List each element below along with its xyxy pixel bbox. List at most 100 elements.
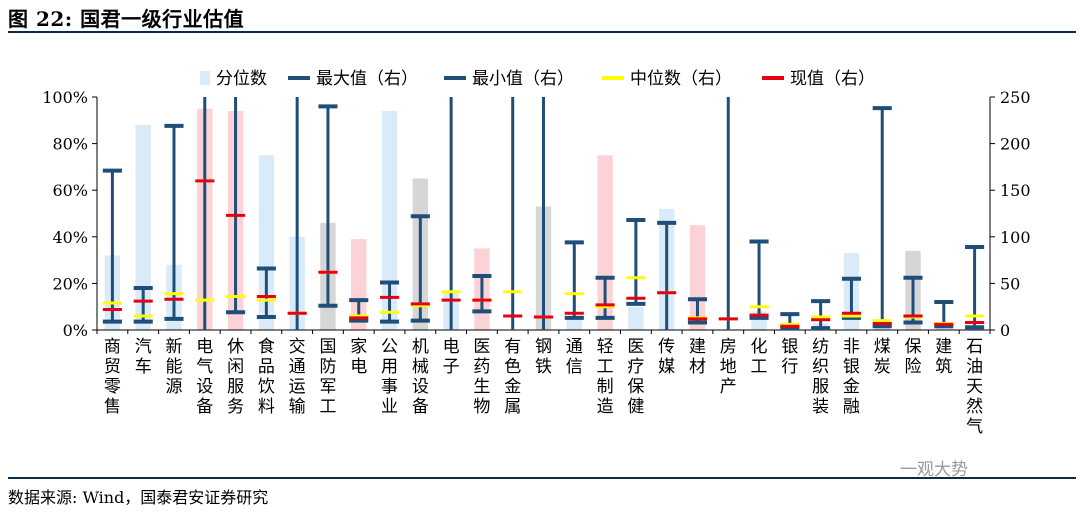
percentile-bar xyxy=(597,155,613,330)
category-label-char: 疗 xyxy=(627,357,644,377)
legend-item: 最大值（右） xyxy=(288,69,418,89)
percentile-bar xyxy=(628,306,644,330)
category-label-char: 石 xyxy=(966,337,983,357)
category-label-char: 工 xyxy=(319,397,336,417)
category-label: 汽车 xyxy=(135,337,152,377)
percentile-bar xyxy=(381,110,398,330)
category-label-char: 属 xyxy=(504,397,521,417)
category-label-char: 产 xyxy=(720,377,737,397)
category-label-char: 国 xyxy=(319,337,336,357)
category-labels: 商贸零售汽车新能源电气设备休闲服务食品饮料交通运输国防军工家电公用事业机械设备电… xyxy=(104,337,983,437)
category-label-char: 铁 xyxy=(535,357,552,377)
category-label-char: 非 xyxy=(843,337,860,357)
category-label-char: 保 xyxy=(905,337,922,357)
axes: 0% 20% 40% 60% 80% 100% 0 50 100 150 200 250 xyxy=(42,88,1030,340)
category-label: 煤炭 xyxy=(874,337,891,377)
legend-item: 现值（右） xyxy=(762,69,875,89)
category-label-char: 材 xyxy=(689,357,706,377)
category-label-char: 气 xyxy=(196,357,213,377)
category-label-char: 售 xyxy=(104,397,121,417)
category-label-char: 备 xyxy=(412,397,429,417)
category-label-char: 源 xyxy=(165,377,182,397)
category-label-char: 电 xyxy=(196,337,213,357)
category-label-char: 军 xyxy=(319,377,336,397)
category-label: 建筑 xyxy=(935,337,952,377)
category-label-char: 备 xyxy=(196,397,213,417)
category-label-char: 金 xyxy=(504,377,521,397)
category-label: 建材 xyxy=(689,337,706,377)
category-label-char: 医 xyxy=(473,337,490,357)
percentile-bar xyxy=(135,124,151,331)
category-label-char: 业 xyxy=(381,397,398,417)
percentile-bar xyxy=(351,239,367,330)
category-label-char: 医 xyxy=(627,337,644,357)
legend-label: 现值（右） xyxy=(790,69,875,89)
legend-item: 中位数（右） xyxy=(602,69,732,89)
category-label-char: 建 xyxy=(689,337,706,357)
category-label-char: 天 xyxy=(966,377,983,397)
category-label-char: 钢 xyxy=(535,337,552,357)
left-tick-label: 60% xyxy=(52,181,88,200)
category-label-char: 电 xyxy=(350,357,367,377)
category-label: 钢铁 xyxy=(535,337,552,377)
legend-label: 最小值（右） xyxy=(472,69,574,89)
category-label-char: 机 xyxy=(412,337,429,357)
category-label-char: 有 xyxy=(504,337,521,357)
category-label-char: 输 xyxy=(289,397,306,417)
category-label-char: 银 xyxy=(781,337,798,357)
category-label-char: 制 xyxy=(597,377,614,397)
category-label-char: 食 xyxy=(258,337,275,357)
legend-label: 分位数 xyxy=(216,69,267,89)
category-label: 家电 xyxy=(350,337,367,377)
percentile-bar xyxy=(689,225,706,330)
percentile-bar xyxy=(258,155,275,330)
category-label-char: 务 xyxy=(227,397,244,417)
legend-item: 最小值（右） xyxy=(444,69,574,89)
category-label-char: 工 xyxy=(751,357,768,377)
category-label: 银行 xyxy=(781,337,798,377)
category-label-char: 交 xyxy=(289,337,306,357)
category-label-char: 房 xyxy=(720,337,737,357)
category-label-char: 化 xyxy=(751,337,768,357)
left-tick-label: 100% xyxy=(42,88,88,107)
category-label: 保险 xyxy=(905,337,922,377)
category-label-char: 设 xyxy=(412,377,429,397)
bottom-rule xyxy=(8,477,1076,479)
left-tick-label: 40% xyxy=(52,228,88,247)
category-label-char: 运 xyxy=(289,377,306,397)
right-tick-label: 0 xyxy=(1000,321,1010,340)
category-label-char: 设 xyxy=(196,377,213,397)
left-tick-label: 20% xyxy=(52,274,88,293)
top-rule xyxy=(8,31,1076,33)
category-label-char: 织 xyxy=(812,357,829,377)
category-label-char: 通 xyxy=(566,337,583,357)
category-label-char: 汽 xyxy=(135,337,152,357)
right-tick-label: 200 xyxy=(1000,135,1031,154)
category-label-char: 生 xyxy=(473,377,490,397)
category-label-char: 煤 xyxy=(874,337,891,357)
category-label-char: 险 xyxy=(905,357,922,377)
category-label-char: 工 xyxy=(597,357,614,377)
category-label-char: 保 xyxy=(627,377,644,397)
category-label-char: 色 xyxy=(504,357,521,377)
right-tick-label: 100 xyxy=(1000,228,1031,247)
category-label-char: 纺 xyxy=(812,337,829,357)
category-label-char: 金 xyxy=(843,377,860,397)
category-label-char: 炭 xyxy=(874,357,891,377)
category-label-char: 休 xyxy=(227,337,244,357)
category-label-char: 传 xyxy=(658,337,675,357)
category-label-char: 行 xyxy=(781,357,798,377)
category-label: 化工 xyxy=(751,337,768,377)
category-label-char: 料 xyxy=(258,397,275,417)
